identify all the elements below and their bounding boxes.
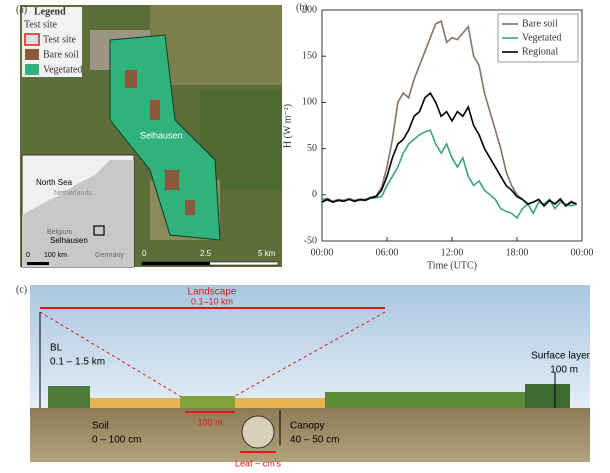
legend-swatch [25, 64, 39, 75]
x-tick-label: 00:00 [571, 247, 594, 258]
legend-swatch [25, 34, 39, 45]
crop-field [180, 396, 235, 408]
diagram-label: BL [50, 343, 63, 354]
inset-scale: 100 km [44, 252, 67, 259]
bare-field [235, 398, 325, 408]
legend-swatch [25, 49, 39, 60]
legend-label: Bare soil [522, 18, 558, 29]
line-chart: (b) Time (UTC) H (W m⁻²) -50050100150200… [282, 2, 593, 271]
scale-bar [142, 262, 210, 265]
y-axis-label: H (W m⁻²) [282, 104, 293, 148]
map-panel: (a) Legend Test site Test site Bare soil… [16, 4, 282, 267]
figure: (a) Legend Test site Test site Bare soil… [0, 0, 610, 473]
trees [525, 384, 570, 408]
legend-title: Legend [34, 6, 66, 17]
panel-label: (c) [16, 284, 27, 295]
bare-soil-field [125, 70, 137, 88]
crop-field [325, 392, 525, 408]
leaf-circle [242, 416, 274, 448]
inset-label: Belgium [47, 229, 72, 236]
diagram-label: 100 m [197, 417, 222, 427]
bare-soil-field [150, 100, 160, 120]
legend-label: Vegetated [522, 32, 561, 43]
scale-label: 5 km [258, 249, 276, 258]
bare-field [90, 398, 180, 408]
diagram-label: Surface layer [531, 351, 591, 362]
bare-soil-field [165, 170, 179, 190]
x-axis-label: Time (UTC) [427, 260, 477, 271]
sky [30, 285, 590, 410]
diagram-label: Leaf ~ cm's [235, 458, 281, 468]
x-tick-label: 00:00 [311, 247, 334, 258]
inset-label: Netherlands [54, 190, 92, 197]
diagram-label: Canopy [290, 421, 324, 432]
inset-scale: 0 [26, 252, 30, 259]
trees [48, 386, 90, 408]
scale-label: 2.5 [200, 249, 212, 258]
legend-label: Regional [522, 46, 558, 57]
inset-label: Selhausen [50, 236, 88, 245]
site-label: Selhausen [140, 130, 183, 140]
diagram-panel: (c) Landscape 0.1–10 km BL 0.1 – 1.5 km … [16, 284, 591, 468]
panel-label: (a) [16, 4, 27, 15]
y-tick-label: -50 [304, 235, 317, 246]
y-tick-label: 50 [307, 143, 317, 154]
diagram-label: 0 – 100 cm [92, 435, 141, 446]
x-tick-label: 18:00 [506, 247, 529, 258]
legend-item: Bare soil [43, 49, 79, 60]
y-tick-label: 0 [312, 189, 317, 200]
diagram-label: 100 m [550, 365, 578, 376]
inset-label: North Sea [36, 178, 73, 187]
scale-label: 0 [142, 249, 147, 258]
legend-item: Test site [43, 34, 76, 45]
diagram-label: 40 – 50 cm [290, 435, 339, 446]
diagram-label: 0.1 – 1.5 km [50, 357, 105, 368]
y-tick-label: 150 [302, 50, 317, 61]
diagram-label: 0.1–10 km [191, 296, 233, 306]
y-tick-label: 200 [302, 4, 317, 15]
inset-scale-bar [27, 262, 49, 265]
x-tick-label: 06:00 [376, 247, 399, 258]
diagram-label: Soil [92, 421, 109, 432]
y-tick-label: 100 [302, 97, 317, 108]
inset-label: Germany [95, 252, 124, 259]
legend-item: Vegetated [43, 64, 82, 75]
legend-header: Test site [24, 19, 57, 30]
x-tick-label: 12:00 [441, 247, 464, 258]
bare-soil-field [185, 200, 195, 215]
